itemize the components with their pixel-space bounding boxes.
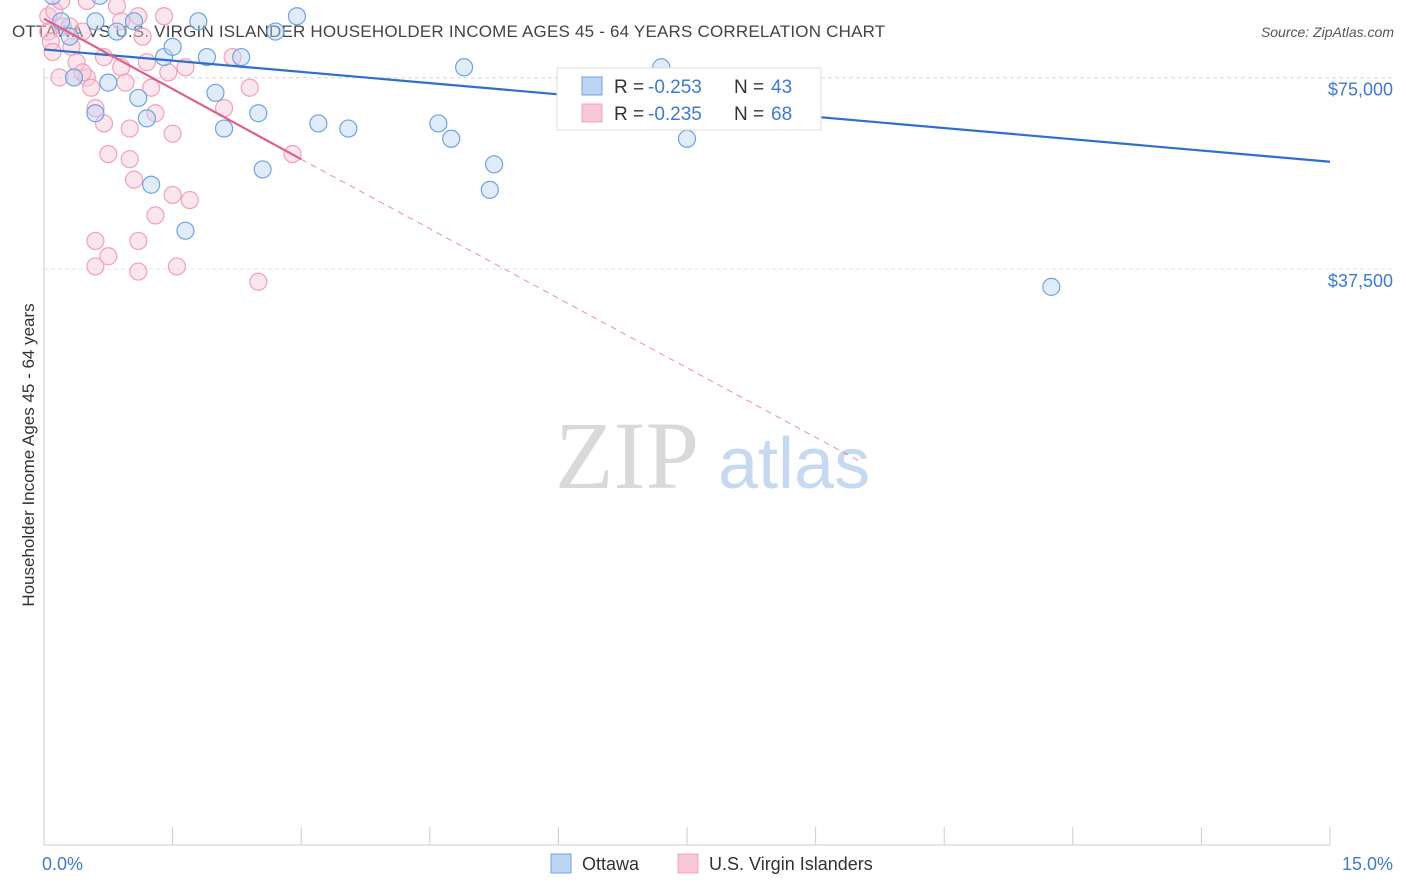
virgin-islanders-point-39	[129, 231, 148, 251]
ottawa-point-35	[485, 155, 504, 174]
legend-n-value-1: 43	[771, 77, 792, 98]
legend-r-label-1: R =	[614, 77, 644, 98]
bottom-legend-label-ottawa: Ottawa	[582, 854, 640, 874]
ottawa-point-12	[142, 175, 161, 194]
virgin-islanders-point-51	[146, 206, 165, 225]
virgin-islanders-point-49	[142, 78, 161, 97]
virgin-islanders-point-22	[86, 99, 105, 118]
virgin-islanders-point-55	[163, 124, 182, 143]
ottawa-point-14	[163, 37, 182, 56]
correlation-legend: R = -0.253 N = 43 R = -0.235 N = 68	[556, 67, 822, 131]
virgin-islanders-point-42	[86, 257, 105, 276]
ottawa-point-5	[86, 12, 105, 31]
ottawa-point-27	[309, 114, 328, 133]
chart-title: OTTAWA VS U.S. VIRGIN ISLANDER HOUSEHOLD…	[12, 22, 886, 41]
watermark-atlas: atlas	[718, 424, 870, 504]
ottawa-point-23	[253, 160, 272, 179]
ottawa-point-19	[206, 83, 225, 102]
virgin-islanders-point-33	[112, 12, 131, 31]
virgin-islanders-point-8	[52, 0, 71, 10]
ottawa-point-9	[124, 12, 144, 31]
gridlines	[44, 77, 1394, 270]
ottawa-point-42	[1042, 277, 1061, 296]
ottawa-point-4	[86, 104, 105, 123]
legend-swatch-virgin-islanders	[581, 103, 603, 123]
virgin-islanders-point-54	[159, 63, 178, 82]
virgin-islanders-point-30	[99, 247, 118, 266]
y-tick-label-0: $37,500	[1328, 271, 1393, 291]
legend-r-label-2: R =	[614, 104, 644, 125]
ottawa-point-0	[44, 0, 61, 5]
x-tick-label-max: 15.0%	[1342, 854, 1393, 874]
ottawa-point-24	[266, 22, 285, 41]
y-tick-label-1: $75,000	[1328, 80, 1393, 100]
virgin-islanders-point-57	[167, 257, 186, 276]
virgin-islanders-point-3	[43, 42, 62, 62]
bottom-legend-swatch-ottawa	[550, 853, 572, 874]
ottawa-point-33	[454, 58, 474, 77]
virgin-islanders-trendline	[43, 17, 302, 161]
ottawa-point-7	[107, 22, 126, 41]
ottawa-point-3	[64, 68, 84, 87]
ottawa-point-18	[197, 47, 216, 67]
virgin-islanders-point-56	[163, 185, 182, 205]
ottawa-point-16	[176, 221, 195, 240]
ottawa-point-11	[137, 109, 156, 128]
bottom-legend-label-virgin-islanders: U.S. Virgin Islanders	[709, 854, 873, 874]
legend-n-label-1: N =	[734, 77, 764, 98]
ottawa-point-34	[480, 180, 499, 199]
bottom-legend-swatch-virgin-islanders	[677, 853, 699, 874]
ottawa-point-32	[442, 129, 461, 148]
ottawa-point-20	[214, 119, 234, 138]
virgin-islanders-point-21	[82, 78, 101, 97]
virgin-islanders-point-32	[107, 0, 126, 16]
ottawa-point-26	[287, 7, 307, 26]
virgin-islanders-point-29	[99, 145, 118, 164]
virgin-islanders-point-15	[67, 53, 86, 72]
virgin-islanders-point-53	[154, 7, 174, 26]
x-ticks	[43, 827, 1331, 845]
virgin-islanders-point-48	[137, 53, 156, 72]
virgin-islanders-point-36	[120, 119, 139, 138]
source-label: Source: ZipAtlas.com	[1260, 24, 1394, 40]
ottawa-point-10	[129, 88, 148, 108]
virgin-islanders-point-50	[146, 104, 165, 123]
ottawa-point-21	[232, 47, 251, 67]
watermark-zip: ZIP	[555, 402, 699, 509]
y-axis-label: Householder Income Ages 45 - 64 years	[19, 303, 38, 606]
virgin-islanders-point-66	[249, 272, 268, 291]
ottawa-point-31	[429, 114, 448, 133]
virgin-islanders-point-47	[133, 27, 152, 46]
virgin-islanders-point-37	[120, 150, 139, 169]
legend-n-label-2: N =	[734, 104, 764, 125]
legend-r-value-2: -0.235	[648, 104, 702, 125]
series-legend: Ottawa U.S. Virgin Islanders	[550, 853, 873, 874]
virgin-islanders-point-6	[50, 68, 69, 87]
virgin-islanders-point-19	[77, 0, 96, 10]
ottawa-point-22	[249, 104, 268, 123]
ottawa-point-29	[339, 119, 358, 138]
virgin-islanders-point-65	[240, 78, 259, 97]
virgin-islanders-point-38	[124, 170, 144, 189]
virgin-islanders-point-4	[45, 2, 64, 21]
ottawa-point-17	[189, 12, 208, 31]
virgin-islanders-point-23	[73, 63, 92, 82]
y-tick-labels: $37,500$75,000$112,500$150,000	[1328, 80, 1393, 292]
virgin-islanders-point-41	[86, 231, 105, 251]
ottawa-point-39	[677, 129, 697, 148]
virgin-islanders-point-35	[116, 73, 135, 92]
legend-r-value-1: -0.253	[648, 77, 702, 98]
legend-n-value-2: 68	[771, 104, 792, 125]
ottawa-point-8	[99, 73, 118, 92]
virgin-islanders-point-40	[129, 262, 148, 281]
x-tick-label-min: 0.0%	[42, 854, 83, 874]
virgin-islanders-point-60	[180, 190, 199, 210]
legend-swatch-ottawa	[581, 76, 603, 96]
series-ottawa-points	[44, 0, 1061, 296]
ottawa-point-6	[91, 0, 108, 5]
